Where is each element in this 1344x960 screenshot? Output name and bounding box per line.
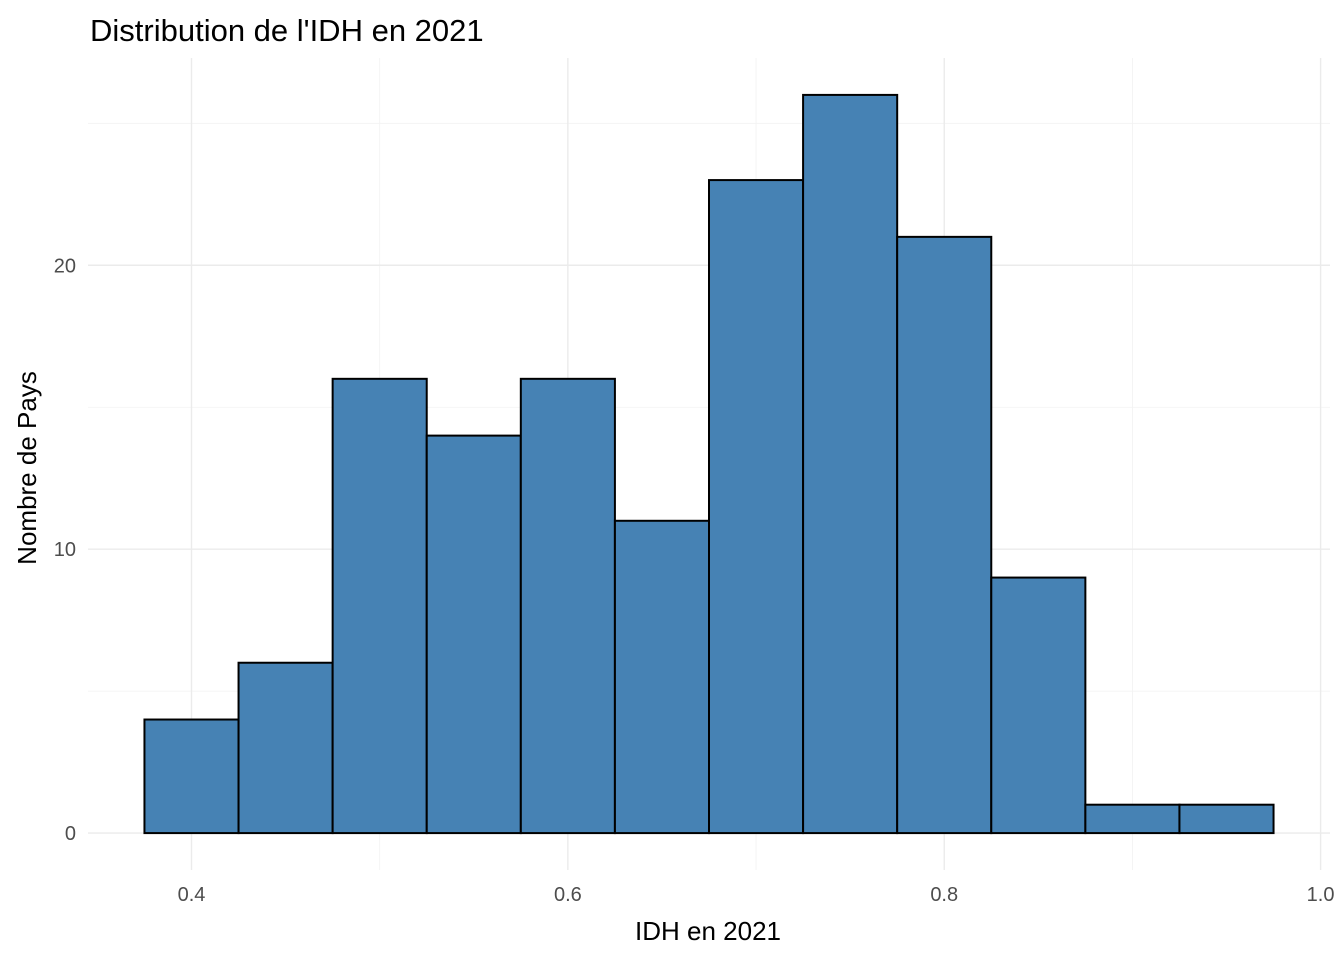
histogram-bar <box>990 576 1087 835</box>
y-tick-label: 10 <box>54 539 76 561</box>
chart-title: Distribution de l'IDH en 2021 <box>90 13 484 48</box>
histogram-bar <box>425 434 522 835</box>
histogram-bar <box>519 377 616 835</box>
histogram-bar <box>613 519 711 835</box>
y-axis-tick-labels: 0 10 20 <box>54 255 76 845</box>
x-tick-label: 0.6 <box>554 884 582 906</box>
histogram-bar <box>802 93 899 835</box>
x-tick-label: 0.8 <box>930 884 958 906</box>
histogram-bar <box>1178 803 1275 835</box>
x-axis-tick-labels: 0.4 0.6 0.8 1.0 <box>178 884 1335 906</box>
histogram-bar <box>331 377 428 835</box>
y-axis-title: Nombre de Pays <box>12 371 42 565</box>
y-tick-label: 20 <box>54 255 76 277</box>
histogram-bar <box>1084 803 1181 835</box>
histogram-bars <box>143 93 1275 835</box>
x-tick-label: 0.4 <box>178 884 206 906</box>
x-axis-title: IDH en 2021 <box>635 916 781 946</box>
x-tick-label: 1.0 <box>1307 884 1335 906</box>
y-tick-label: 0 <box>65 823 76 845</box>
histogram-bar <box>237 661 334 835</box>
histogram-bar <box>143 718 240 835</box>
histogram-bar <box>896 235 993 835</box>
histogram-bar <box>708 179 805 835</box>
